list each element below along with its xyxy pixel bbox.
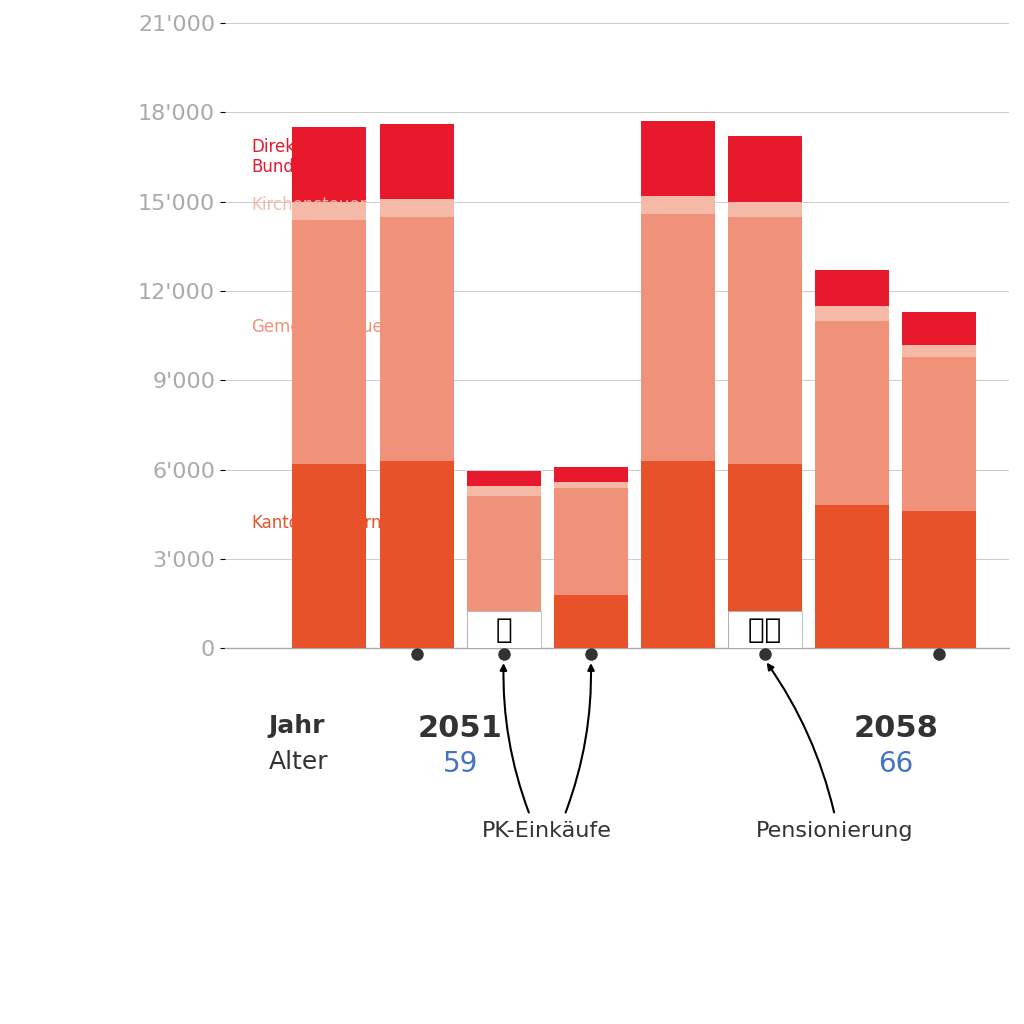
Bar <box>641 461 715 648</box>
Text: 66: 66 <box>879 750 913 777</box>
Text: Jahr: Jahr <box>268 714 325 738</box>
Bar <box>554 481 628 487</box>
Bar <box>380 124 454 199</box>
Bar <box>902 511 976 648</box>
Text: 💼: 💼 <box>496 616 512 644</box>
Bar <box>902 312 976 345</box>
Bar <box>554 595 628 648</box>
Bar <box>554 487 628 595</box>
Bar <box>728 136 802 202</box>
Bar <box>293 464 367 648</box>
Bar <box>728 202 802 216</box>
Text: 2051: 2051 <box>418 714 503 742</box>
Text: Alter: Alter <box>268 750 328 773</box>
Text: Pensionierung: Pensionierung <box>756 821 913 841</box>
Text: Gemeindesteuern: Gemeindesteuern <box>251 317 399 336</box>
Bar <box>815 321 889 506</box>
Bar <box>293 127 367 202</box>
Bar <box>467 628 541 648</box>
FancyBboxPatch shape <box>467 611 541 650</box>
Bar <box>815 306 889 321</box>
Text: 59: 59 <box>442 750 478 777</box>
Text: Kantonssteuern: Kantonssteuern <box>251 514 382 532</box>
Bar <box>380 461 454 648</box>
Bar <box>902 356 976 511</box>
Bar <box>293 219 367 464</box>
Bar <box>467 486 541 497</box>
Bar <box>641 196 715 214</box>
Text: Direkte
Bundessteuer: Direkte Bundessteuer <box>251 137 366 176</box>
Bar <box>902 345 976 356</box>
Bar <box>380 216 454 461</box>
Bar <box>467 471 541 486</box>
Text: 👨‍🌴: 👨‍🌴 <box>749 616 781 644</box>
Bar <box>815 506 889 648</box>
Bar <box>815 270 889 306</box>
Bar <box>293 202 367 219</box>
Bar <box>641 214 715 461</box>
Text: PK-Einkäufe: PK-Einkäufe <box>482 821 612 841</box>
Text: Kirchensteuer: Kirchensteuer <box>251 196 367 214</box>
Bar <box>641 121 715 196</box>
FancyBboxPatch shape <box>728 611 802 650</box>
Bar <box>728 464 802 648</box>
Text: 2058: 2058 <box>853 714 938 742</box>
Bar <box>380 199 454 216</box>
Bar <box>467 497 541 628</box>
Bar <box>728 216 802 464</box>
Bar <box>554 467 628 481</box>
